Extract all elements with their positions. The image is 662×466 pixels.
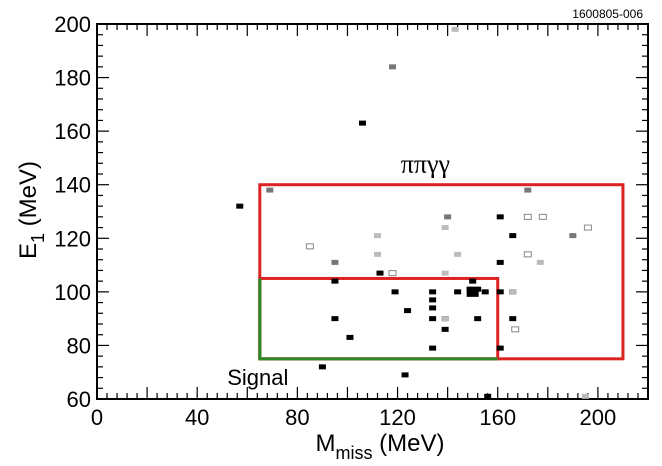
data-point-light-gray <box>374 251 382 257</box>
y-tick-label: 160 <box>54 119 91 144</box>
data-point-dark-gray <box>524 187 532 193</box>
data-point-dark-gray <box>389 64 397 70</box>
y-tick-label: 100 <box>54 280 91 305</box>
y-axis-title-unit: (MeV) <box>15 161 42 233</box>
data-point-light-gray <box>441 316 449 322</box>
data-point-filled <box>474 316 482 322</box>
y-tick-label: 60 <box>67 387 91 412</box>
data-point-open <box>523 251 532 258</box>
data-point-filled <box>376 270 384 276</box>
data-point-light-gray <box>581 393 589 399</box>
data-point-filled <box>496 289 504 295</box>
x-tick-label: 0 <box>91 405 103 430</box>
data-point-filled <box>391 289 399 295</box>
data-point-open <box>523 213 532 220</box>
data-point-light-gray <box>454 251 462 257</box>
x-tick-label: 40 <box>185 405 209 430</box>
signal-region-box <box>258 278 498 361</box>
figure-id: 1600805-006 <box>572 7 643 21</box>
data-point-filled <box>481 289 489 295</box>
data-point-light-gray <box>509 289 517 295</box>
data-point-filled <box>429 305 437 311</box>
x-axis-title-sub: miss <box>336 443 373 463</box>
data-point-open <box>388 270 397 277</box>
data-point-filled <box>331 316 339 322</box>
data-point-open <box>305 243 314 250</box>
y-tick-label: 140 <box>54 173 91 198</box>
data-point-open <box>583 224 592 231</box>
data-point-filled <box>404 308 412 314</box>
data-point-light-gray <box>536 259 544 265</box>
inner-region-box <box>258 276 500 361</box>
signal-region-label: Signal <box>227 365 288 390</box>
data-point-filled <box>484 393 492 399</box>
data-point-light-gray <box>441 270 449 276</box>
y-tick-label: 180 <box>54 66 91 91</box>
data-point-dark-gray <box>331 259 339 265</box>
data-point-filled <box>318 364 326 370</box>
data-point-filled <box>454 289 462 295</box>
x-axis-title: Mmiss (MeV) <box>316 430 445 463</box>
data-point-filled <box>509 316 517 322</box>
x-axis-title-unit: (MeV) <box>373 430 445 457</box>
data-point-filled <box>346 334 354 340</box>
data-point-filled <box>358 120 366 126</box>
data-point-filled <box>236 203 244 209</box>
data-point-filled <box>509 233 517 239</box>
data-point-dark-gray <box>266 187 274 193</box>
data-point-light-gray <box>441 225 449 231</box>
data-point-filled-large <box>466 286 479 297</box>
y-tick-label: 120 <box>54 226 91 251</box>
y-axis-title: E1 (MeV) <box>15 161 48 259</box>
ticks-layer <box>96 23 649 400</box>
y-axis-title-sub: 1 <box>28 233 48 243</box>
data-point-filled <box>496 259 504 265</box>
x-axis-title-main: M <box>316 430 336 457</box>
y-tick-label: 200 <box>54 12 91 37</box>
data-point-filled <box>401 372 409 378</box>
pipigg-region-label: ππγγ <box>401 150 450 179</box>
data-point-dark-gray <box>569 233 577 239</box>
points-layer <box>236 26 592 399</box>
data-point-filled <box>496 214 504 220</box>
x-tick-label: 160 <box>479 405 516 430</box>
plot-frame <box>96 23 649 400</box>
data-point-open <box>538 213 547 220</box>
data-point-filled <box>429 289 437 295</box>
data-point-open <box>511 326 520 333</box>
data-point-light-gray <box>451 26 459 32</box>
data-point-filled <box>429 316 437 322</box>
pipigg-region-box <box>258 183 625 361</box>
x-tick-label: 120 <box>379 405 416 430</box>
data-point-dark-gray <box>444 214 452 220</box>
y-tick-label: 80 <box>67 333 91 358</box>
data-point-light-gray <box>374 233 382 239</box>
data-point-filled <box>441 326 449 332</box>
regions-layer <box>258 183 625 361</box>
data-point-filled <box>496 345 504 351</box>
x-tick-label: 80 <box>285 405 309 430</box>
y-axis-title-main: E <box>15 243 42 259</box>
data-point-filled <box>469 278 477 284</box>
data-point-filled <box>331 278 339 284</box>
data-point-filled <box>429 345 437 351</box>
data-point-filled <box>429 297 437 303</box>
labels-layer: 0 40 80 120 160 200 60 80 100 120 140 160 180 200 ππγγ… <box>54 12 616 430</box>
x-tick-label: 200 <box>580 405 617 430</box>
